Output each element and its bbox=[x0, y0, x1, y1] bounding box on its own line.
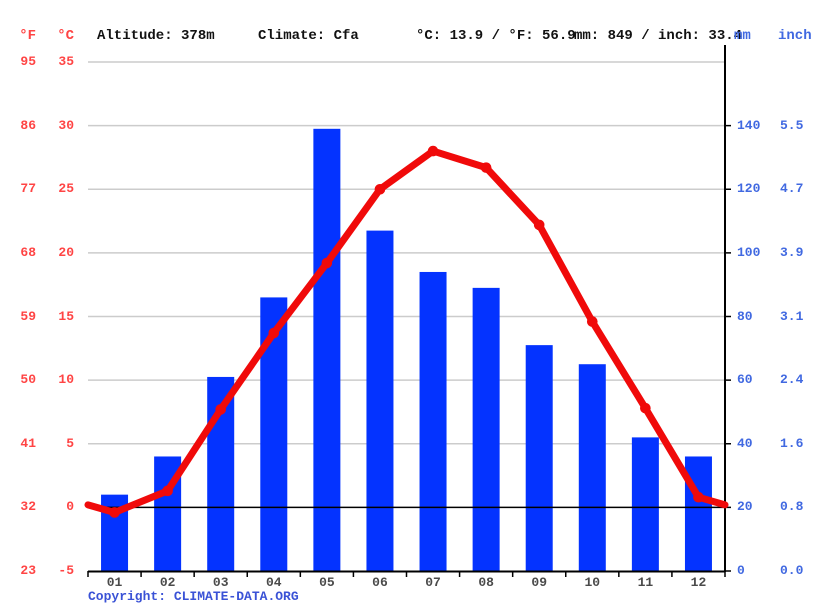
month-tick-label: 01 bbox=[106, 575, 123, 590]
celsius-tick-label: 25 bbox=[58, 181, 74, 197]
temperature-point bbox=[268, 327, 280, 339]
temperature-point bbox=[162, 485, 173, 497]
mm-tick-label: 120 bbox=[737, 181, 761, 197]
temperature-point bbox=[533, 219, 545, 231]
month-tick-label: 09 bbox=[531, 575, 547, 590]
fahrenheit-tick-label: 41 bbox=[20, 435, 36, 451]
altitude-text: Altitude: 378m bbox=[97, 28, 215, 44]
inch-tick-label: 4.7 bbox=[780, 181, 804, 197]
header-mm-unit: mm bbox=[734, 28, 751, 44]
fahrenheit-tick-label: 68 bbox=[20, 244, 36, 260]
celsius-tick-label: 30 bbox=[58, 117, 74, 133]
copyright-line: Copyright: CLIMATE-DATA.ORG bbox=[88, 589, 299, 605]
inch-tick-label: 0.0 bbox=[780, 563, 804, 578]
mm-tick-label: 80 bbox=[737, 308, 753, 324]
copyright-link[interactable]: CLIMATE-DATA.ORG bbox=[173, 589, 299, 604]
inch-tick-label: 0.8 bbox=[780, 499, 804, 515]
inch-tick-label: 2.4 bbox=[780, 372, 804, 388]
fahrenheit-tick-label: 86 bbox=[20, 117, 36, 133]
celsius-tick-label: -5 bbox=[58, 563, 74, 578]
precip-bar bbox=[684, 456, 712, 572]
fahrenheit-tick-label: 23 bbox=[20, 563, 36, 578]
mm-tick-label: 140 bbox=[737, 117, 761, 133]
copyright-prefix: Copyright: bbox=[88, 589, 174, 604]
inch-tick-label: 1.6 bbox=[780, 435, 804, 451]
precip-bar bbox=[366, 230, 394, 572]
mm-tick-label: 20 bbox=[737, 499, 753, 515]
precip-bar bbox=[313, 128, 341, 572]
annual-precipitation-text: mm: 849 / inch: 33.4 bbox=[574, 28, 743, 44]
fahrenheit-tick-label: 50 bbox=[20, 372, 36, 388]
month-tick-label: 08 bbox=[478, 575, 494, 590]
month-tick-label: 12 bbox=[690, 575, 707, 590]
mm-tick-label: 60 bbox=[737, 372, 753, 388]
mm-tick-label: 0 bbox=[737, 563, 745, 578]
fahrenheit-tick-label: 32 bbox=[20, 499, 36, 515]
celsius-tick-label: 10 bbox=[58, 372, 74, 388]
precip-bar bbox=[525, 345, 553, 572]
celsius-tick-label: 35 bbox=[58, 54, 74, 69]
celsius-tick-label: 15 bbox=[58, 308, 74, 324]
celsius-tick-label: 20 bbox=[58, 244, 74, 260]
month-tick-label: 07 bbox=[425, 575, 441, 590]
header-fahrenheit-unit: °F bbox=[19, 28, 36, 44]
fahrenheit-tick-label: 59 bbox=[20, 308, 36, 324]
fahrenheit-tick-label: 95 bbox=[20, 54, 36, 69]
temperature-point bbox=[109, 507, 120, 518]
precip-bar bbox=[472, 287, 500, 572]
fahrenheit-tick-label: 77 bbox=[20, 181, 36, 197]
temperature-point bbox=[693, 491, 704, 503]
month-tick-label: 03 bbox=[212, 575, 229, 590]
mean-temperature-text: °C: 13.9 / °F: 56.9 bbox=[416, 28, 576, 44]
precip-bar bbox=[578, 364, 606, 572]
inch-tick-label: 3.1 bbox=[780, 308, 804, 324]
temperature-point bbox=[427, 145, 439, 157]
month-tick-label: 02 bbox=[159, 575, 176, 590]
temperature-point bbox=[215, 404, 227, 415]
header-celsius-unit: °C bbox=[57, 28, 74, 44]
temperature-line bbox=[84, 147, 729, 516]
month-tick-label: 04 bbox=[265, 575, 282, 590]
celsius-tick-label: 5 bbox=[66, 435, 74, 451]
temperature-point bbox=[374, 183, 386, 195]
month-tick-label: 06 bbox=[372, 575, 388, 590]
climate-class-text: Climate: Cfa bbox=[258, 28, 359, 44]
temperature-point bbox=[586, 316, 598, 327]
celsius-tick-label: 0 bbox=[66, 499, 74, 515]
month-tick-label: 11 bbox=[637, 575, 654, 590]
mm-tick-label: 100 bbox=[737, 244, 761, 260]
mm-tick-label: 40 bbox=[737, 435, 753, 451]
header-inch-unit: inch bbox=[778, 28, 812, 44]
month-tick-label: 10 bbox=[584, 575, 601, 590]
temperature-point bbox=[321, 257, 333, 269]
temperature-point bbox=[640, 402, 651, 414]
temperature-point bbox=[480, 162, 492, 173]
inch-tick-label: 3.9 bbox=[780, 244, 804, 260]
month-tick-label: 05 bbox=[319, 575, 335, 590]
precip-bar bbox=[419, 271, 447, 572]
precip-bar bbox=[631, 437, 659, 572]
inch-tick-label: 5.5 bbox=[780, 117, 804, 133]
